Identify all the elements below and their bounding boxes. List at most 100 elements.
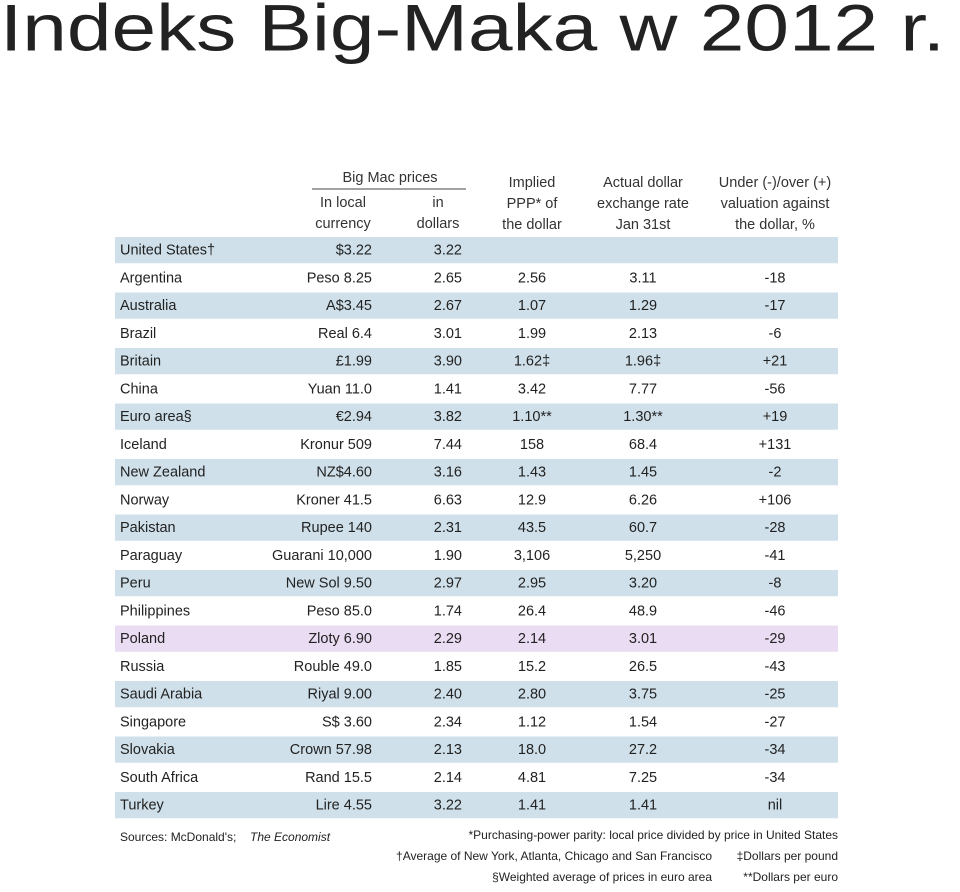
country: Russia [120,659,165,675]
country: Turkey [120,798,165,814]
cell: 1.10** [512,409,552,425]
note: †Average of New York, Atlanta, Chicago a… [396,849,712,863]
cell: 2.13 [434,742,462,758]
cell: -27 [765,714,786,730]
country: Paraguay [120,548,183,564]
country: Argentina [120,270,183,286]
row-background [115,459,838,486]
cell: 7.25 [629,770,657,786]
cell: 5,250 [625,548,661,564]
cell: Rouble 49.0 [294,659,372,675]
cell: 1.41 [518,798,546,814]
row-background [115,736,838,763]
cell: 2.65 [434,270,462,286]
cell: 1.85 [434,659,462,675]
country: China [120,381,159,397]
cell: -18 [765,270,786,286]
cell: 26.5 [629,659,657,675]
country: Saudi Arabia [120,687,203,703]
cell: 2.34 [434,714,462,730]
cell: 3.75 [629,687,657,703]
country: Iceland [120,437,167,453]
cell: -28 [765,520,786,536]
country: Britain [120,354,161,370]
cell: +21 [763,354,788,370]
cell: Peso 85.0 [307,603,372,619]
cell: -43 [765,659,786,675]
row-background [115,486,838,513]
cell: 2.40 [434,687,462,703]
cell: -41 [765,548,786,564]
country: Brazil [120,326,156,342]
column-header: exchange rate [597,196,689,212]
cell: +106 [759,492,792,508]
cell: nil [768,798,783,814]
cell: 3.22 [434,798,462,814]
cell: Rand 15.5 [305,770,372,786]
cell: 1.43 [518,465,546,481]
cell: 1.90 [434,548,462,564]
note: §Weighted average of prices in euro area [492,870,712,884]
cell: 2.29 [434,631,462,647]
cell: 1.99 [518,326,546,342]
cell: 48.9 [629,603,657,619]
cell: 26.4 [518,603,546,619]
cell: 3.16 [434,465,462,481]
cell: -6 [769,326,782,342]
cell: S$ 3.60 [322,714,372,730]
cell: -29 [765,631,786,647]
column-header: currency [315,216,371,232]
row-background [115,375,838,402]
cell: 3.90 [434,354,462,370]
cell: 2.14 [518,631,546,647]
cell: 2.14 [434,770,462,786]
country: Slovakia [120,742,176,758]
cell: 2.13 [629,326,657,342]
cell: Real 6.4 [318,326,372,342]
slide-title: Indeks Big-Maka w 2012 r. [0,0,945,64]
cell: 68.4 [629,437,657,453]
cell: £1.99 [336,354,372,370]
column-header: Under (-)/over (+) [719,175,831,191]
country: South Africa [120,770,199,786]
column-header: dollars [417,216,460,232]
cell: 1.45 [629,465,657,481]
country: Philippines [120,603,190,619]
cell: 1.41 [629,798,657,814]
cell: 18.0 [518,742,546,758]
row-background [115,764,838,791]
cell: -56 [765,381,786,397]
cell: €2.94 [336,409,372,425]
cell: 1.74 [434,603,462,619]
column-header: Jan 31st [616,217,671,233]
row-background [115,348,838,375]
row-background [115,237,838,264]
row-background [115,320,838,347]
cell: 1.96‡ [625,354,661,370]
cell: 7.44 [434,437,462,453]
cell: 7.77 [629,381,657,397]
cell: Lire 4.55 [316,798,372,814]
cell: 1.54 [629,714,657,730]
cell: -8 [769,576,782,592]
cell: Crown 57.98 [290,742,372,758]
row-background [115,792,838,819]
note: ‡Dollars per pound [737,849,838,863]
column-header: Implied [509,175,556,191]
cell: $3.22 [336,243,372,259]
cell: 3,106 [514,548,550,564]
cell: Kronur 509 [300,437,372,453]
cell: NZ$4.60 [316,465,372,481]
cell: 1.62‡ [514,354,550,370]
country: New Zealand [120,465,205,481]
cell: -34 [765,742,786,758]
group-header: Big Mac prices [342,170,437,186]
note: *Purchasing-power parity: local price di… [468,828,838,842]
cell: 158 [520,437,544,453]
cell: 27.2 [629,742,657,758]
cell: 3.42 [518,381,546,397]
column-header: the dollar, % [735,217,815,233]
row-background [115,403,838,430]
cell: Guarani 10,000 [272,548,372,564]
